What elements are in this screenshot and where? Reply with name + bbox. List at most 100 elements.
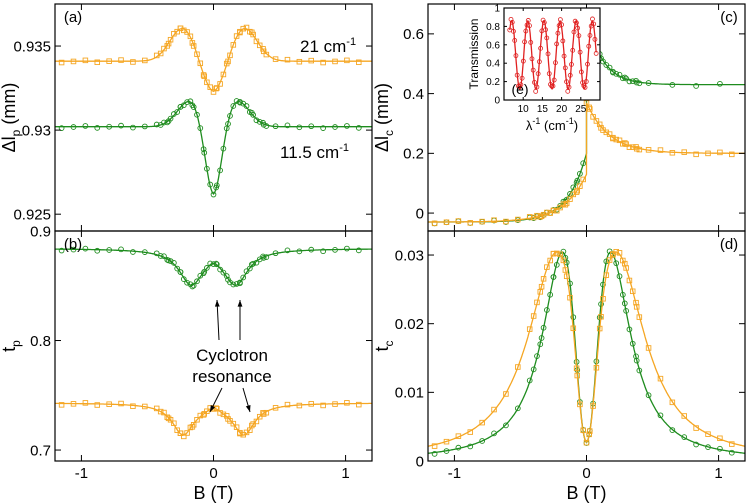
y-tick-label: 0.02 — [395, 316, 424, 333]
data-point — [577, 170, 583, 177]
data-point — [616, 71, 623, 78]
data-point — [187, 33, 194, 40]
panel-label: (c) — [720, 9, 738, 26]
panel-label: (a) — [64, 9, 82, 26]
x-axis-label: λ-1 (cm-1) — [526, 116, 578, 133]
data-point — [600, 281, 606, 288]
data-point — [576, 33, 582, 39]
data-point — [237, 280, 243, 287]
data-point — [491, 430, 497, 437]
y-axis-label: Δlp (mm) — [0, 83, 23, 153]
x-tick-label: 25 — [575, 104, 587, 115]
data-point — [577, 401, 583, 408]
data-point — [296, 248, 303, 255]
data-point — [566, 84, 572, 90]
data-point — [503, 391, 509, 397]
data-point — [681, 149, 687, 155]
data-point — [551, 77, 557, 83]
data-point — [233, 98, 240, 104]
data-point — [623, 75, 629, 82]
data-point — [247, 427, 253, 433]
data-point — [180, 276, 187, 282]
y-tick-label: 0.2 — [486, 77, 500, 88]
data-point — [728, 449, 735, 456]
data-point — [570, 47, 576, 53]
data-point — [636, 314, 643, 320]
data-point — [332, 246, 338, 253]
data-point — [577, 49, 583, 55]
data-point — [636, 367, 643, 374]
data-point — [153, 405, 160, 412]
data-point — [260, 46, 266, 52]
data-point — [530, 214, 537, 221]
data-point — [509, 19, 515, 25]
data-point — [200, 72, 207, 78]
data-point — [190, 43, 197, 49]
data-point — [118, 400, 124, 407]
fit-line — [428, 102, 745, 223]
panel-d: 0 0.01 0.02 0.03 -1 0 1 (d) tc B (T) — [372, 230, 746, 503]
series-b-1 — [55, 400, 372, 440]
data-point — [94, 247, 101, 254]
data-point — [157, 253, 164, 259]
data-point — [550, 207, 557, 214]
data-point — [590, 114, 596, 120]
data-point — [161, 119, 167, 126]
data-point — [535, 71, 541, 77]
data-point — [201, 73, 208, 80]
data-point — [526, 214, 533, 220]
data-point — [296, 402, 303, 409]
data-point — [550, 250, 557, 257]
data-point — [190, 422, 197, 428]
data-point — [217, 167, 223, 174]
data-point — [582, 85, 588, 90]
data-point — [574, 372, 581, 379]
data-point — [174, 427, 180, 433]
data-point — [540, 324, 547, 331]
data-point — [669, 82, 676, 88]
data-point — [263, 51, 270, 58]
data-point — [153, 250, 160, 257]
data-point — [141, 249, 148, 255]
data-point — [157, 408, 164, 415]
data-point — [557, 251, 563, 258]
data-point — [586, 431, 592, 438]
y-tick-label: 0 — [416, 453, 424, 470]
x-axis-label: B (T) — [567, 483, 607, 503]
data-point — [518, 82, 524, 88]
y-tick-label: 0 — [416, 205, 424, 222]
data-point — [260, 253, 266, 260]
data-point — [467, 220, 474, 226]
series-d-1 — [427, 248, 746, 449]
data-point — [164, 43, 171, 49]
data-point — [717, 445, 723, 452]
data-point — [629, 78, 636, 85]
data-point — [729, 151, 735, 158]
data-point — [693, 425, 699, 431]
data-point — [220, 269, 227, 276]
data-point — [70, 58, 77, 65]
data-point — [564, 79, 569, 85]
data-point — [534, 212, 540, 219]
data-point — [243, 24, 250, 31]
data-point — [200, 146, 207, 153]
data-point — [355, 247, 362, 254]
data-point — [519, 75, 525, 81]
data-point — [553, 261, 560, 268]
data-point — [567, 196, 573, 202]
data-point — [512, 38, 518, 43]
data-point — [167, 115, 174, 122]
arrow-head — [214, 300, 220, 307]
arrow-head — [237, 300, 243, 307]
data-point — [263, 409, 270, 416]
panel-a: 0.925 0.93 0.935 (a) Δlp (mm) 21 cm-1 11.5 cm-… — [0, 3, 373, 232]
data-point — [537, 289, 544, 295]
data-point — [583, 100, 590, 106]
data-point — [529, 56, 535, 62]
data-point — [515, 364, 521, 370]
data-point — [590, 403, 596, 409]
data-point — [592, 36, 598, 42]
data-point — [491, 406, 497, 413]
data-point — [544, 307, 550, 313]
data-point — [161, 253, 167, 260]
